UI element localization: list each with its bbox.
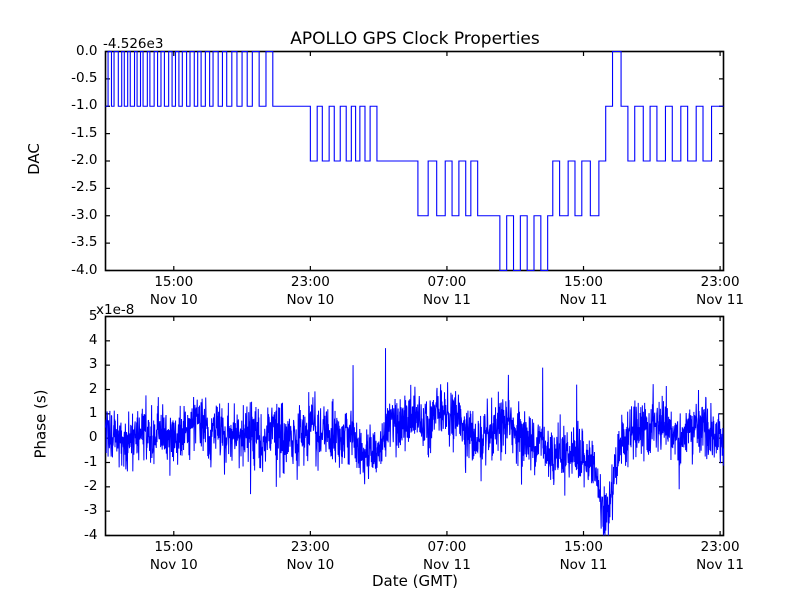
phase-ytick-label: -1 xyxy=(84,453,98,470)
dac-xtick-date-label: Nov 11 xyxy=(559,291,608,308)
dac-ytick-label: -2.5 xyxy=(71,179,98,196)
dac-xtick-time-label: 15:00 xyxy=(154,273,194,290)
dac-xtick-time-label: 15:00 xyxy=(564,273,603,290)
dac-axis-offset-text: -4.526e3 xyxy=(103,36,164,52)
phase-axis-label: Phase (s) xyxy=(31,389,50,459)
phase-axis-exponent-text: x1e-8 xyxy=(96,302,135,318)
phase-xtick-date-label: Nov 11 xyxy=(559,556,608,573)
dac-axis-label: DAC xyxy=(24,143,43,175)
phase-ytick-label: 5 xyxy=(88,307,98,324)
dac-ytick-label: -2.0 xyxy=(71,152,98,168)
dac-xtick-time-label: 07:00 xyxy=(427,273,467,290)
dac-ytick-label: -1.0 xyxy=(71,97,98,114)
phase-xtick-time-label: 07:00 xyxy=(427,538,467,555)
phase-ytick-label: -3 xyxy=(84,502,98,519)
phase-ytick-label: 0 xyxy=(88,429,98,446)
dac-series-line xyxy=(105,50,724,272)
phase-ytick-label: 1 xyxy=(88,404,98,421)
dac-xtick-date-label: Nov 11 xyxy=(423,291,471,308)
date-axis-label: Date (GMT) xyxy=(371,572,459,590)
dac-xtick-time-label: 23:00 xyxy=(700,273,740,290)
phase-xtick-time-label: 15:00 xyxy=(154,538,194,555)
phase-xtick-date-label: Nov 10 xyxy=(149,556,198,573)
dac-ytick-label: -4.0 xyxy=(71,261,98,278)
dac-xtick-time-label: 23:00 xyxy=(290,273,330,290)
phase-xtick-time-label: 23:00 xyxy=(290,538,330,555)
dac-xtick-date-label: Nov 10 xyxy=(286,291,335,308)
dac-xtick-date-label: Nov 10 xyxy=(149,291,198,308)
dac-ytick-label: -3.5 xyxy=(71,234,98,251)
dac-xtick-date-label: Nov 11 xyxy=(696,291,744,308)
dac-ytick-label: -1.5 xyxy=(71,124,98,141)
phase-xtick-date-label: Nov 11 xyxy=(696,556,744,573)
dac-ytick-label: 0.0 xyxy=(76,42,98,59)
phase-xtick-date-label: Nov 10 xyxy=(286,556,335,573)
phase-ytick-label: 3 xyxy=(88,356,98,373)
dac-ytick-label: -3.0 xyxy=(71,206,98,223)
phase-xtick-time-label: 15:00 xyxy=(564,538,603,555)
phase-xtick-date-label: Nov 11 xyxy=(423,556,471,573)
phase-ytick-label: -2 xyxy=(84,477,98,494)
phase-ytick-label: -4 xyxy=(84,526,98,543)
page-title: APOLLO GPS Clock Properties xyxy=(290,29,540,49)
dac-ytick-label: -0.5 xyxy=(71,69,98,86)
phase-series-line xyxy=(105,348,724,536)
phase-ytick-label: 4 xyxy=(88,331,98,348)
phase-ytick-label: 2 xyxy=(88,380,98,397)
phase-xtick-time-label: 23:00 xyxy=(700,538,740,555)
